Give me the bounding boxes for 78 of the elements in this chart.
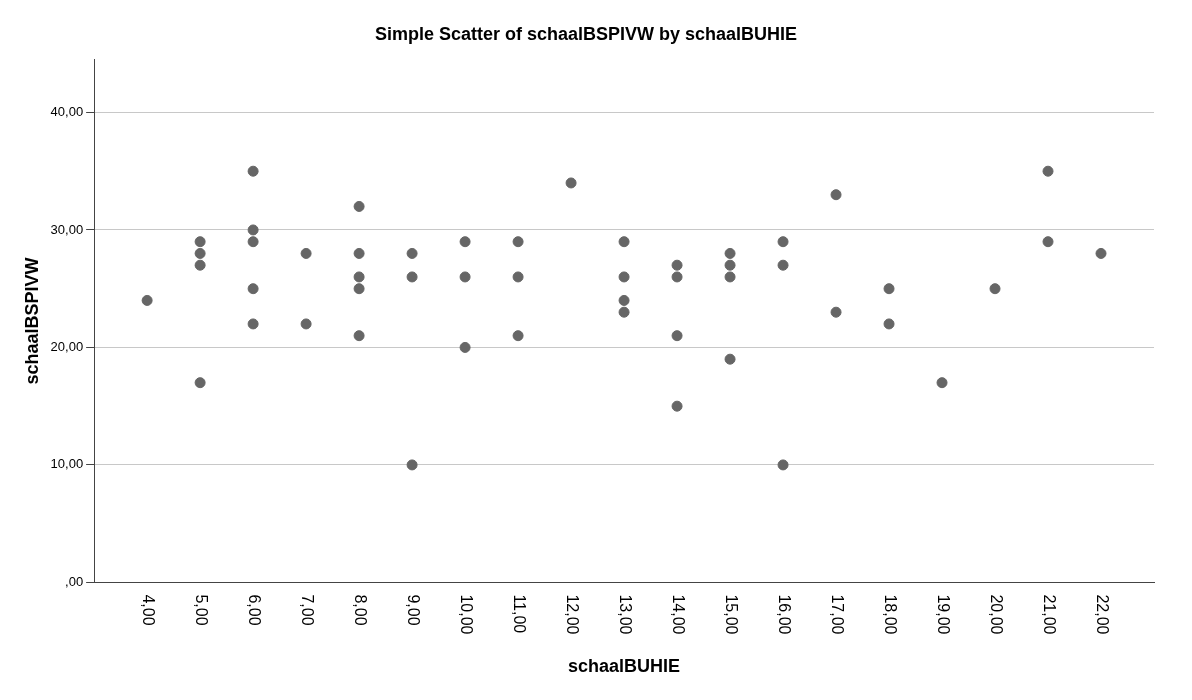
x-tick-label: 8,00 xyxy=(351,594,369,626)
x-tick-label: 19,00 xyxy=(934,594,952,635)
chart-title: Simple Scatter of schaalBSPIVW by schaalBUHIE xyxy=(374,23,798,44)
point xyxy=(883,318,895,330)
point xyxy=(194,247,206,259)
x-tick-label: 4,00 xyxy=(139,594,157,626)
x-tick-label: 11,00 xyxy=(510,594,528,634)
point xyxy=(618,294,630,306)
point xyxy=(671,271,683,283)
point xyxy=(353,247,365,259)
point xyxy=(724,247,736,259)
point xyxy=(512,271,524,283)
y-tick-label: 10,00 xyxy=(50,456,84,472)
point xyxy=(247,283,259,295)
point xyxy=(830,189,842,201)
point xyxy=(724,353,736,365)
x-tick-label: 22,00 xyxy=(1093,594,1111,635)
point xyxy=(618,236,630,248)
x-tick-label: 5,00 xyxy=(192,594,210,626)
point xyxy=(777,236,789,248)
point xyxy=(194,259,206,271)
y-tick-label: 40,00 xyxy=(50,104,84,120)
point xyxy=(830,306,842,318)
point xyxy=(936,377,948,389)
point xyxy=(565,177,577,189)
point xyxy=(247,318,259,330)
x-tick-label: 20,00 xyxy=(987,594,1005,635)
point xyxy=(353,283,365,295)
point xyxy=(247,224,259,236)
point xyxy=(512,330,524,342)
point xyxy=(671,330,683,342)
point xyxy=(406,271,418,283)
point xyxy=(194,377,206,389)
point xyxy=(353,330,365,342)
x-axis-title: schaalBUHIE xyxy=(568,656,681,677)
point xyxy=(141,294,153,306)
x-tick-label: 14,00 xyxy=(669,594,687,635)
x-tick-label: 10,00 xyxy=(457,594,475,635)
point xyxy=(247,236,259,248)
point xyxy=(1095,247,1107,259)
x-tick-label: 21,00 xyxy=(1040,594,1058,635)
x-tick-label: 7,00 xyxy=(298,594,316,626)
point xyxy=(618,306,630,318)
point xyxy=(989,283,1001,295)
point xyxy=(459,341,471,353)
point xyxy=(353,200,365,212)
point xyxy=(618,271,630,283)
point xyxy=(724,271,736,283)
point xyxy=(671,259,683,271)
x-tick-label: 17,00 xyxy=(828,594,846,635)
y-tick-label: 30,00 xyxy=(50,221,84,237)
y-tick-label: ,00 xyxy=(65,573,84,589)
point xyxy=(194,236,206,248)
point xyxy=(1042,236,1054,248)
x-tick-label: 6,00 xyxy=(245,594,263,626)
point xyxy=(724,259,736,271)
y-axis-title: schaalBSPIVW xyxy=(21,257,42,385)
x-tick-label: 12,00 xyxy=(563,594,581,635)
point xyxy=(671,400,683,412)
x-tick-label: 13,00 xyxy=(616,594,634,635)
x-tick-label: 16,00 xyxy=(775,594,793,635)
point xyxy=(247,165,259,177)
x-tick-label: 15,00 xyxy=(722,594,740,635)
point xyxy=(883,283,895,295)
y-tick-label: 20,00 xyxy=(50,339,84,355)
point xyxy=(353,271,365,283)
x-tick-label: 18,00 xyxy=(881,594,899,635)
point xyxy=(459,271,471,283)
x-tick-label: 9,00 xyxy=(404,594,422,626)
point xyxy=(300,318,312,330)
point xyxy=(1042,165,1054,177)
point xyxy=(777,259,789,271)
point xyxy=(512,236,524,248)
point xyxy=(459,236,471,248)
point xyxy=(300,247,312,259)
point xyxy=(777,459,789,471)
point xyxy=(406,459,418,471)
point xyxy=(406,247,418,259)
